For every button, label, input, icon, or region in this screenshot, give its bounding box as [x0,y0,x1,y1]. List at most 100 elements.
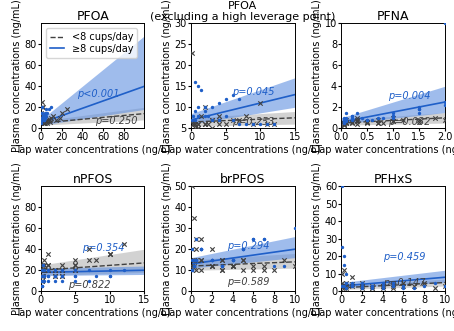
Point [400,283,407,289]
Point [348,280,355,285]
Point [431,280,438,285]
Point [106,252,114,257]
Point [189,121,197,127]
Point [281,263,288,269]
Point [369,283,376,289]
Point [56,115,63,120]
Point [41,115,49,120]
Point [41,115,49,120]
Point [198,247,205,252]
Point [353,121,360,127]
Point [38,267,45,273]
Point [41,273,48,278]
Point [410,285,418,290]
Point [191,121,198,127]
Point [58,273,65,278]
Point [38,273,45,278]
Point [44,120,51,126]
Point [379,285,386,290]
Point [198,247,205,252]
Point [379,115,386,120]
Point [415,105,423,110]
Point [343,271,350,276]
Point [39,119,47,125]
Point [208,126,216,131]
X-axis label: Tap water concentrations (ng/L): Tap water concentrations (ng/L) [165,145,321,155]
Point [415,117,423,122]
Point [38,105,45,110]
Point [229,263,236,269]
Point [341,283,348,289]
Point [93,257,100,262]
Text: p=0.459: p=0.459 [383,252,425,262]
Point [390,283,397,289]
Point [189,117,196,122]
Point [201,105,208,110]
Point [191,257,198,262]
Point [208,117,216,122]
X-axis label: Tap water concentrations (ng/L): Tap water concentrations (ng/L) [316,145,454,155]
Point [390,118,397,123]
Point [229,257,236,262]
Point [208,105,216,110]
Point [410,283,418,289]
Point [39,113,46,118]
Text: p=0.147: p=0.147 [383,278,425,288]
Point [42,113,49,118]
Title: PFOA
(excluding a high leverage point): PFOA (excluding a high leverage point) [150,1,336,23]
Point [291,225,298,231]
Point [390,115,397,120]
Text: p=0.032: p=0.032 [388,117,430,127]
Point [348,283,355,289]
Point [364,119,371,125]
Point [85,278,93,283]
Point [44,252,51,257]
Point [45,116,53,121]
Point [358,115,365,120]
Point [374,120,381,126]
Point [291,263,298,269]
Point [218,267,226,273]
Point [340,120,348,126]
Point [191,263,198,269]
Point [340,121,348,127]
Point [194,126,202,131]
Point [191,215,198,220]
Point [38,117,45,122]
Point [51,267,58,273]
Point [188,267,196,273]
Point [415,119,423,125]
Point [348,119,355,125]
Point [198,267,205,273]
Point [431,285,438,290]
Point [229,263,236,269]
Point [270,263,277,269]
Point [48,105,55,110]
Point [229,257,236,262]
Point [188,247,196,252]
Point [72,267,79,273]
Point [72,273,79,278]
Point [229,257,236,262]
Point [106,273,114,278]
Point [72,278,79,283]
Point [201,121,208,127]
Text: p=0.004: p=0.004 [388,91,430,101]
Point [239,247,247,252]
Point [72,262,79,268]
Y-axis label: Plasma concentrations (ng/mL): Plasma concentrations (ng/mL) [312,162,322,315]
Point [44,278,51,283]
Point [198,247,205,252]
Point [215,100,222,106]
Point [106,252,114,257]
Point [358,285,365,290]
Point [400,280,407,285]
Point [58,273,65,278]
Title: brPFOS: brPFOS [220,173,266,186]
Point [353,118,360,123]
Point [38,120,45,126]
Point [40,117,48,122]
Point [44,110,51,115]
Point [339,271,346,276]
Point [41,110,49,115]
